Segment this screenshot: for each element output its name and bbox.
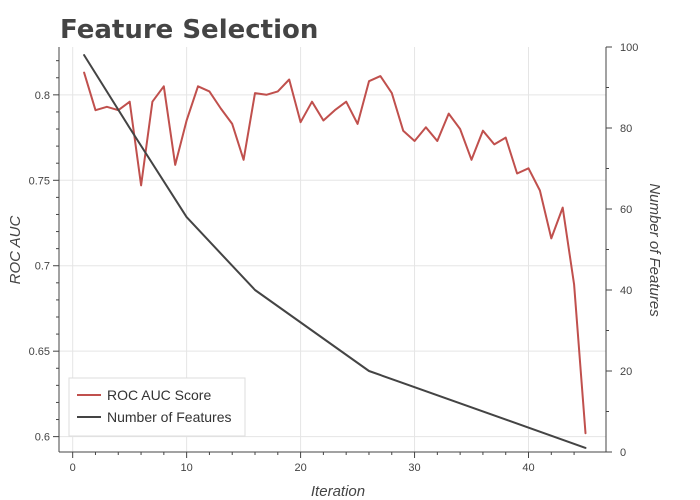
y-tick-label: 0.8 [35, 90, 50, 102]
y2-tick-label: 60 [620, 204, 632, 216]
legend-box [68, 377, 246, 437]
x-tick-label: 0 [70, 462, 76, 474]
y-tick-label: 0.75 [29, 175, 50, 187]
grid-lines [59, 47, 606, 452]
chart-title: Feature Selection [60, 15, 318, 45]
series-line-roc-auc-score [83, 71, 587, 435]
series-line-number-of-features [83, 54, 587, 449]
y2-tick-label: 40 [620, 285, 632, 297]
axes: 0 10 20 30 40 0.6 0.65 0.7 0.75 0.8 0 20 40 60 80 100 [29, 42, 639, 474]
x-tick-label: 10 [181, 462, 193, 474]
y2-tick-label: 20 [620, 366, 632, 378]
y-tick-label: 0.65 [29, 346, 50, 358]
y-axis-title: ROC AUC [7, 216, 24, 285]
x-axis-title: Iteration [311, 483, 365, 500]
y-tick-label: 0.7 [35, 261, 50, 273]
legend: ROC AUC Score Number of Features [68, 377, 246, 437]
legend-label: ROC AUC Score [107, 387, 211, 403]
x-tick-label: 40 [522, 462, 534, 474]
y2-tick-label: 80 [620, 123, 632, 135]
y2-axis-title: Number of Features [646, 183, 663, 317]
series-lines [83, 54, 587, 449]
legend-label: Number of Features [107, 409, 232, 425]
x-tick-label: 20 [294, 462, 306, 474]
x-tick-label: 30 [408, 462, 420, 474]
y2-tick-label: 0 [620, 447, 626, 459]
y2-tick-label: 100 [620, 42, 638, 54]
y-tick-label: 0.6 [35, 432, 50, 444]
